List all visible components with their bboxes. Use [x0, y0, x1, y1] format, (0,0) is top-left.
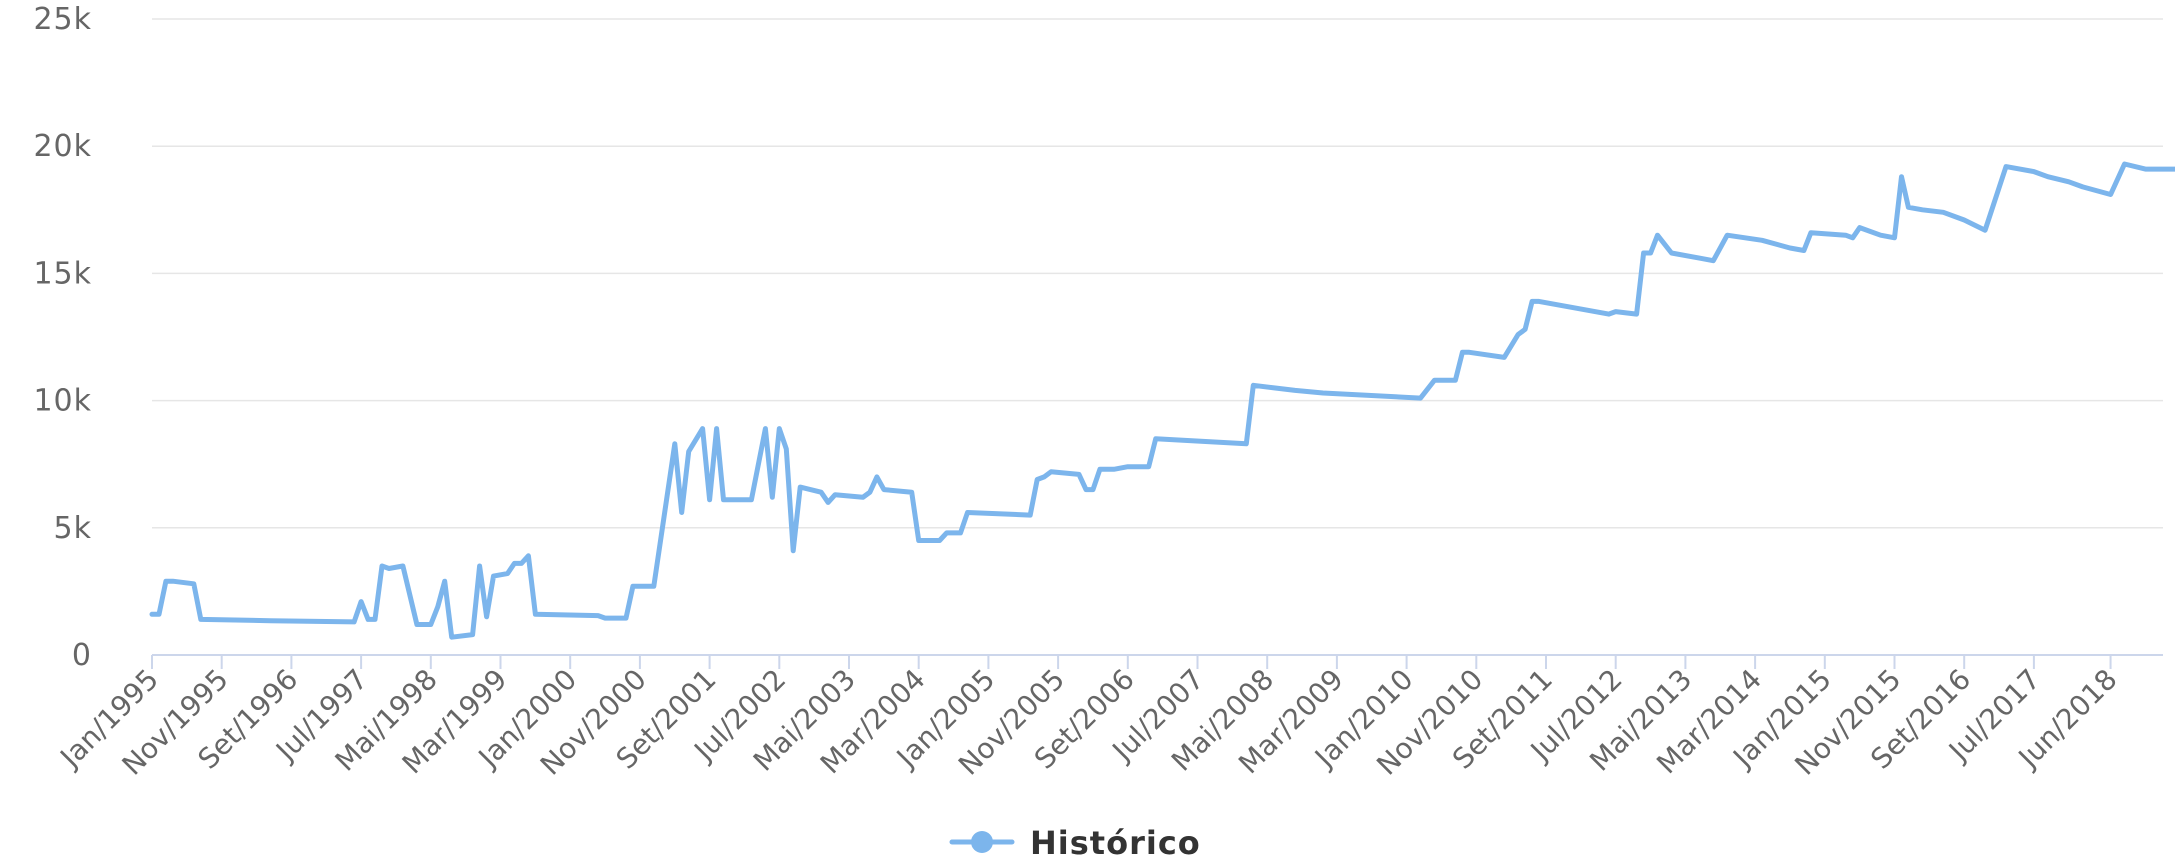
x-axis: Jan/1995Nov/1995Set/1996Jul/1997Mai/1998… [53, 654, 2163, 782]
legend-label[interactable]: Histórico [1030, 824, 1201, 856]
y-tick-label: 10k [33, 384, 92, 419]
grid-lines [152, 18, 2163, 529]
y-axis-labels: 0 5k 10k 15k 20k 25k [33, 2, 92, 673]
legend[interactable]: Histórico [949, 824, 1201, 856]
y-tick-label: 25k [33, 2, 92, 37]
y-tick-label: 0 [72, 638, 92, 673]
series-line-historico[interactable] [149, 139, 2175, 640]
y-tick-label: 20k [33, 129, 92, 164]
legend-marker-icon [971, 831, 993, 853]
y-tick-label: 5k [54, 511, 92, 546]
series-layer [149, 139, 2175, 640]
y-tick-label: 15k [33, 256, 92, 291]
